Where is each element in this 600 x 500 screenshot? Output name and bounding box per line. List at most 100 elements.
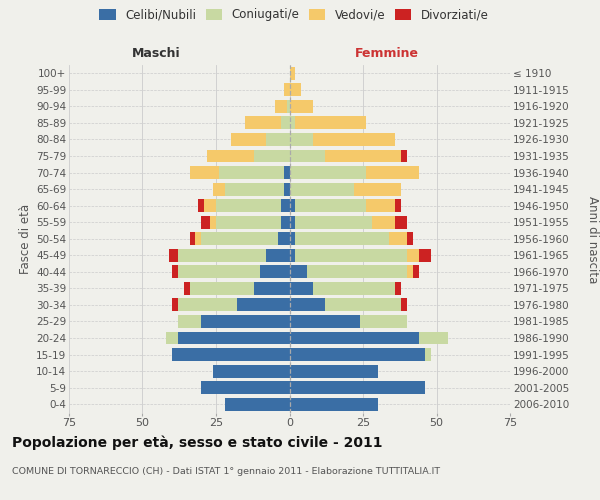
Bar	[395, 216, 407, 228]
Bar	[290, 216, 295, 228]
Bar	[287, 100, 290, 113]
Bar	[290, 100, 313, 113]
Bar	[354, 182, 401, 196]
Bar	[178, 249, 266, 262]
Bar	[284, 84, 290, 96]
Bar	[407, 232, 413, 245]
Bar	[290, 232, 295, 245]
Bar	[313, 282, 395, 295]
Bar	[325, 150, 401, 162]
Bar	[245, 116, 281, 130]
Bar	[178, 298, 236, 312]
Bar	[178, 315, 202, 328]
Bar	[290, 332, 419, 344]
Bar	[290, 381, 425, 394]
Bar	[290, 150, 325, 162]
Bar	[213, 364, 290, 378]
Y-axis label: Fasce di età: Fasce di età	[19, 204, 32, 274]
Text: COMUNE DI TORNARECCIO (CH) - Dati ISTAT 1° gennaio 2011 - Elaborazione TUTTITALI: COMUNE DI TORNARECCIO (CH) - Dati ISTAT …	[12, 466, 440, 475]
Bar	[169, 249, 178, 262]
Bar	[281, 116, 290, 130]
Bar	[313, 133, 395, 146]
Bar	[213, 182, 225, 196]
Bar	[407, 249, 419, 262]
Bar	[166, 332, 178, 344]
Bar	[225, 182, 284, 196]
Bar	[207, 150, 254, 162]
Bar	[419, 249, 431, 262]
Bar	[210, 216, 216, 228]
Bar	[290, 199, 295, 212]
Bar	[231, 133, 266, 146]
Bar	[295, 116, 366, 130]
Bar	[290, 249, 295, 262]
Bar	[290, 348, 425, 361]
Text: Maschi: Maschi	[131, 47, 181, 60]
Bar	[407, 266, 413, 278]
Bar	[202, 216, 210, 228]
Bar	[290, 298, 325, 312]
Bar	[366, 199, 395, 212]
Bar	[366, 166, 419, 179]
Bar	[178, 266, 260, 278]
Bar	[372, 216, 395, 228]
Bar	[225, 398, 290, 410]
Bar	[290, 166, 366, 179]
Text: Popolazione per età, sesso e stato civile - 2011: Popolazione per età, sesso e stato civil…	[12, 435, 383, 450]
Bar	[290, 133, 313, 146]
Text: Femmine: Femmine	[355, 47, 419, 60]
Bar	[266, 249, 290, 262]
Bar	[196, 232, 202, 245]
Bar	[266, 133, 290, 146]
Bar	[290, 67, 295, 80]
Bar	[290, 282, 313, 295]
Bar	[202, 232, 278, 245]
Bar	[216, 199, 281, 212]
Bar	[204, 199, 216, 212]
Bar	[295, 199, 366, 212]
Bar	[260, 266, 290, 278]
Bar	[278, 232, 290, 245]
Legend: Celibi/Nubili, Coniugati/e, Vedovi/e, Divorziati/e: Celibi/Nubili, Coniugati/e, Vedovi/e, Di…	[97, 6, 491, 24]
Bar	[290, 116, 295, 130]
Bar	[202, 381, 290, 394]
Bar	[216, 216, 281, 228]
Bar	[290, 398, 378, 410]
Bar	[254, 282, 290, 295]
Bar	[295, 232, 389, 245]
Bar	[307, 266, 407, 278]
Bar	[290, 315, 360, 328]
Bar	[360, 315, 407, 328]
Bar	[281, 216, 290, 228]
Bar	[295, 249, 407, 262]
Bar	[281, 199, 290, 212]
Bar	[395, 282, 401, 295]
Bar	[290, 182, 354, 196]
Bar	[275, 100, 287, 113]
Bar	[172, 348, 290, 361]
Bar	[190, 166, 219, 179]
Bar	[284, 182, 290, 196]
Bar	[395, 199, 401, 212]
Bar	[325, 298, 401, 312]
Bar	[419, 332, 448, 344]
Bar	[290, 266, 307, 278]
Bar	[425, 348, 431, 361]
Bar	[236, 298, 290, 312]
Bar	[219, 166, 284, 179]
Bar	[190, 282, 254, 295]
Bar	[401, 298, 407, 312]
Bar	[172, 266, 178, 278]
Bar	[290, 364, 378, 378]
Bar	[290, 84, 301, 96]
Bar	[190, 232, 196, 245]
Bar	[184, 282, 190, 295]
Text: Anni di nascita: Anni di nascita	[586, 196, 599, 284]
Bar	[284, 166, 290, 179]
Bar	[254, 150, 290, 162]
Bar	[389, 232, 407, 245]
Bar	[172, 298, 178, 312]
Bar	[401, 150, 407, 162]
Bar	[178, 332, 290, 344]
Bar	[413, 266, 419, 278]
